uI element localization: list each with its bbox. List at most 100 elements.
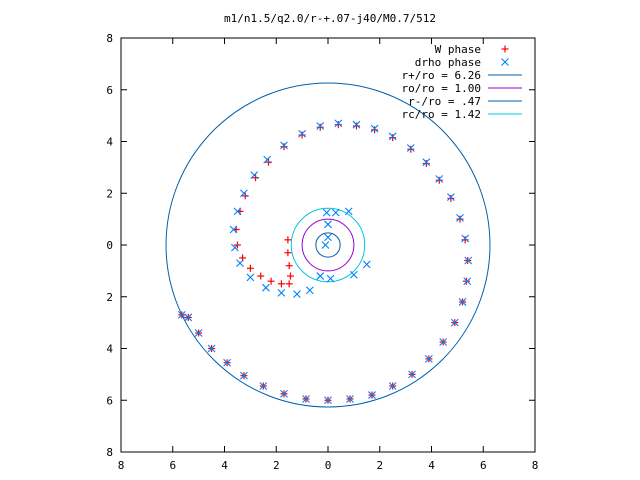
series-0-point-19 (334, 121, 342, 129)
legend-label-0: W phase (435, 43, 481, 56)
series-1-point-41 (302, 395, 310, 403)
series-1-point-46 (207, 344, 216, 353)
series-0-point-27 (456, 215, 464, 223)
series-1-point-45 (223, 358, 231, 367)
series-1-point-25 (422, 158, 431, 167)
legend-entry-5: rc/ro = 1.42 (402, 108, 522, 121)
phase-markers (177, 119, 473, 405)
series-0-point-16 (280, 143, 288, 151)
series-1-point-5 (305, 286, 314, 295)
series-1-point-18 (298, 129, 307, 138)
series-1-point-29 (461, 234, 470, 243)
x-tick-label-0: 8 (118, 459, 125, 472)
series-1-point-17 (280, 141, 288, 150)
x-tick-label-2: 4 (221, 459, 228, 472)
series-0-point-26 (447, 194, 455, 202)
legend-label-5: rc/ro = 1.42 (402, 108, 481, 121)
x-tick-label-5: 2 (376, 459, 383, 472)
series-0-point-7 (257, 272, 265, 280)
series-0-point-13 (241, 192, 249, 200)
series-0-point-20 (352, 122, 360, 130)
series-0-point-21 (371, 126, 379, 134)
circle-1 (301, 218, 355, 272)
series-1-point-28 (456, 213, 464, 222)
series-1-point-16 (263, 155, 272, 164)
series-1-point-38 (368, 391, 376, 399)
series-0-point-6 (267, 277, 275, 285)
y-tick-label-3: 2 (106, 291, 113, 304)
series-1-point-12 (229, 225, 238, 234)
series-1-point-42 (280, 389, 288, 398)
series-1-point-22 (370, 124, 379, 133)
legend-label-2: r+/ro = 6.26 (402, 69, 481, 82)
series-0-point-3 (286, 272, 294, 280)
legend-entry-2: r+/ro = 6.26 (402, 69, 522, 82)
series-1-point-54 (326, 274, 335, 283)
series-1-point-52 (349, 270, 358, 279)
series-1-point-51 (344, 207, 353, 216)
series-1-point-32 (458, 298, 467, 306)
series-0-point-8 (246, 264, 254, 272)
x-tick-label-1: 6 (169, 459, 176, 472)
series-0-point-4 (285, 280, 293, 288)
series-1-point-8 (262, 283, 270, 292)
legend-entry-4: r-/ro = .47 (408, 95, 522, 108)
x-tick-label-7: 6 (480, 459, 487, 472)
y-tick-label-0: 8 (106, 446, 113, 459)
series-0-point-25 (435, 176, 443, 184)
series-0-point-14 (252, 174, 260, 182)
series-1-point-35 (425, 354, 433, 363)
series-1-point-0 (324, 233, 332, 242)
y-tick-label-1: 6 (106, 394, 113, 407)
series-0-point-23 (407, 145, 415, 153)
series-0-point-5 (277, 280, 285, 288)
series-0-point-24 (422, 159, 430, 167)
series-1-point-53 (362, 260, 371, 269)
chart-title: m1/n1.5/q2.0/r-+.07-j40/M0.7/512 (224, 12, 436, 25)
legend-entry-0: W phase (435, 43, 509, 56)
x-tick-label-8: 8 (532, 459, 539, 472)
legend-entry-1: drho phase (415, 56, 509, 69)
y-tick-label-5: 2 (106, 187, 113, 200)
series-1-point-30 (464, 256, 473, 265)
series-1-point-26 (435, 175, 444, 183)
x-tick-label-6: 4 (428, 459, 435, 472)
legend-label-4: r-/ro = .47 (408, 95, 481, 108)
series-1-point-44 (240, 371, 248, 380)
legend-entry-3: ro/ro = 1.00 (402, 82, 522, 95)
reference-circles (165, 82, 491, 408)
series-1-point-23 (388, 132, 397, 141)
circle-0 (165, 82, 491, 408)
series-0-point-2 (285, 262, 293, 270)
series-1-point-6 (293, 290, 301, 299)
series-0-point-1 (284, 249, 292, 257)
series-1-point-47 (194, 329, 203, 337)
series-1-point-20 (334, 119, 343, 128)
circle-2 (315, 232, 341, 258)
series-1-point-48 (184, 313, 193, 322)
series-1-point-1 (324, 220, 332, 229)
x-tick-label-3: 2 (273, 459, 280, 472)
y-tick-label-2: 4 (106, 343, 113, 356)
series-1-point-14 (240, 189, 248, 198)
series-0-point-15 (264, 158, 272, 166)
series-1-point-15 (250, 171, 259, 180)
series-0-point-22 (389, 134, 397, 142)
legend-label-3: ro/ro = 1.00 (402, 82, 481, 95)
series-0-point-28 (461, 236, 469, 244)
y-tick-label-4: 0 (106, 239, 113, 252)
series-1-point-3 (321, 241, 330, 249)
x-tick-label-4: 0 (325, 459, 332, 472)
series-1-point-33 (450, 318, 459, 327)
series-1-point-37 (388, 382, 397, 390)
series-1-point-31 (463, 277, 472, 286)
series-1-point-27 (447, 193, 455, 202)
series-0-point-18 (316, 123, 324, 131)
y-tick-label-8: 8 (106, 32, 113, 45)
series-1-point-2 (322, 208, 331, 217)
series-1-point-43 (259, 382, 268, 390)
series-1-point-39 (346, 395, 354, 403)
